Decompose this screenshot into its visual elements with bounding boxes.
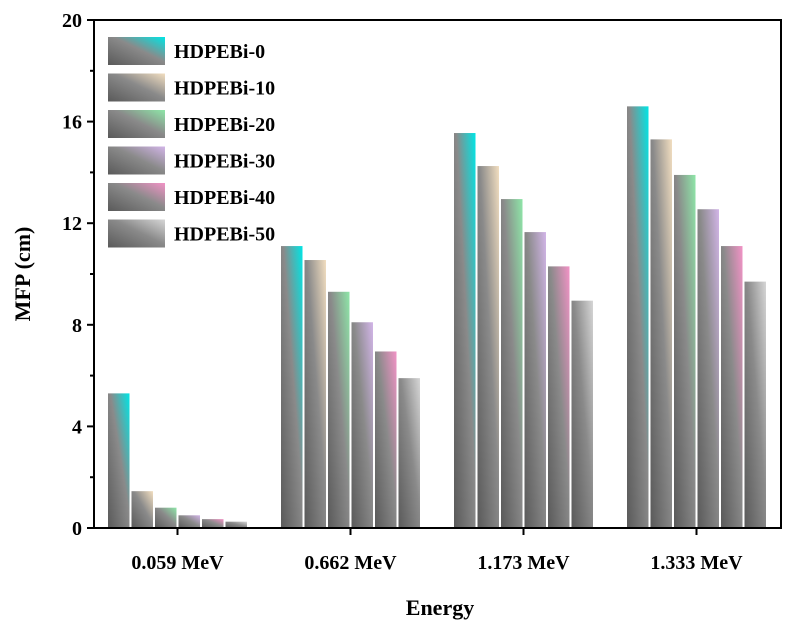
bar-hdpebi-40-1 [202, 519, 224, 528]
y-tick-label: 20 [62, 10, 82, 32]
bar-hdpebi-0-3 [454, 133, 476, 528]
y-tick-label: 0 [72, 518, 82, 540]
bar-hdpebi-0-2 [281, 246, 303, 528]
bar-hdpebi-10-3 [477, 166, 499, 529]
bars-layer [108, 106, 766, 529]
bar-hdpebi-20-3 [501, 199, 523, 528]
y-tick-label: 8 [72, 315, 82, 337]
x-axis: 0.059 MeV 0.662 MeV 1.173 MeV 1.333 MeV [131, 528, 743, 574]
legend-label: HDPEBi-20 [174, 114, 275, 136]
y-tick-label: 4 [72, 416, 82, 438]
bar-hdpebi-50-4 [744, 281, 766, 528]
legend-swatch-hdpebi-0 [108, 37, 165, 65]
bar-hdpebi-0-1 [108, 393, 130, 528]
x-tick-label: 0.662 MeV [304, 552, 397, 574]
x-tick-label: 1.173 MeV [477, 552, 570, 574]
bar-hdpebi-20-2 [328, 291, 350, 528]
bar-hdpebi-30-4 [697, 209, 719, 529]
bar-hdpebi-40-3 [548, 266, 570, 528]
x-tick-label: 0.059 MeV [131, 552, 224, 574]
bar-hdpebi-30-1 [178, 515, 200, 528]
legend-label: HDPEBi-10 [174, 78, 275, 100]
legend: HDPEBi-0 HDPEBi-10 HDPEBi-20 HDPEBi-30 HDPEB… [108, 37, 275, 248]
bar-hdpebi-10-2 [304, 260, 326, 528]
bar-hdpebi-10-4 [650, 139, 672, 528]
y-tick-label: 16 [62, 112, 82, 134]
x-axis-label: Energy [406, 595, 474, 620]
legend-swatch-hdpebi-10 [108, 73, 165, 102]
bar-hdpebi-50-1 [225, 521, 247, 528]
y-axis: 0 4 8 12 16 20 [62, 10, 94, 540]
bar-hdpebi-30-2 [351, 322, 373, 528]
legend-label: HDPEBi-50 [174, 224, 275, 246]
legend-label: HDPEBi-0 [174, 41, 265, 63]
legend-label: HDPEBi-30 [174, 151, 275, 173]
bar-hdpebi-0-4 [627, 106, 649, 529]
bar-hdpebi-40-2 [375, 351, 397, 528]
bar-hdpebi-20-1 [155, 507, 177, 528]
bar-hdpebi-50-2 [398, 378, 420, 528]
bar-hdpebi-30-3 [524, 232, 546, 528]
legend-swatch-hdpebi-30 [108, 146, 165, 175]
legend-swatch-hdpebi-20 [108, 110, 165, 138]
bar-hdpebi-10-1 [131, 491, 153, 528]
bar-hdpebi-20-4 [674, 174, 696, 528]
legend-label: HDPEBi-40 [174, 187, 275, 209]
y-tick-label: 12 [62, 213, 82, 235]
x-tick-label: 1.333 MeV [650, 552, 743, 574]
legend-swatch-hdpebi-50 [108, 219, 165, 248]
bar-hdpebi-50-3 [571, 300, 593, 528]
legend-swatch-hdpebi-40 [108, 183, 165, 211]
bar-hdpebi-40-4 [721, 246, 743, 528]
y-axis-label: MFP (cm) [10, 227, 35, 322]
